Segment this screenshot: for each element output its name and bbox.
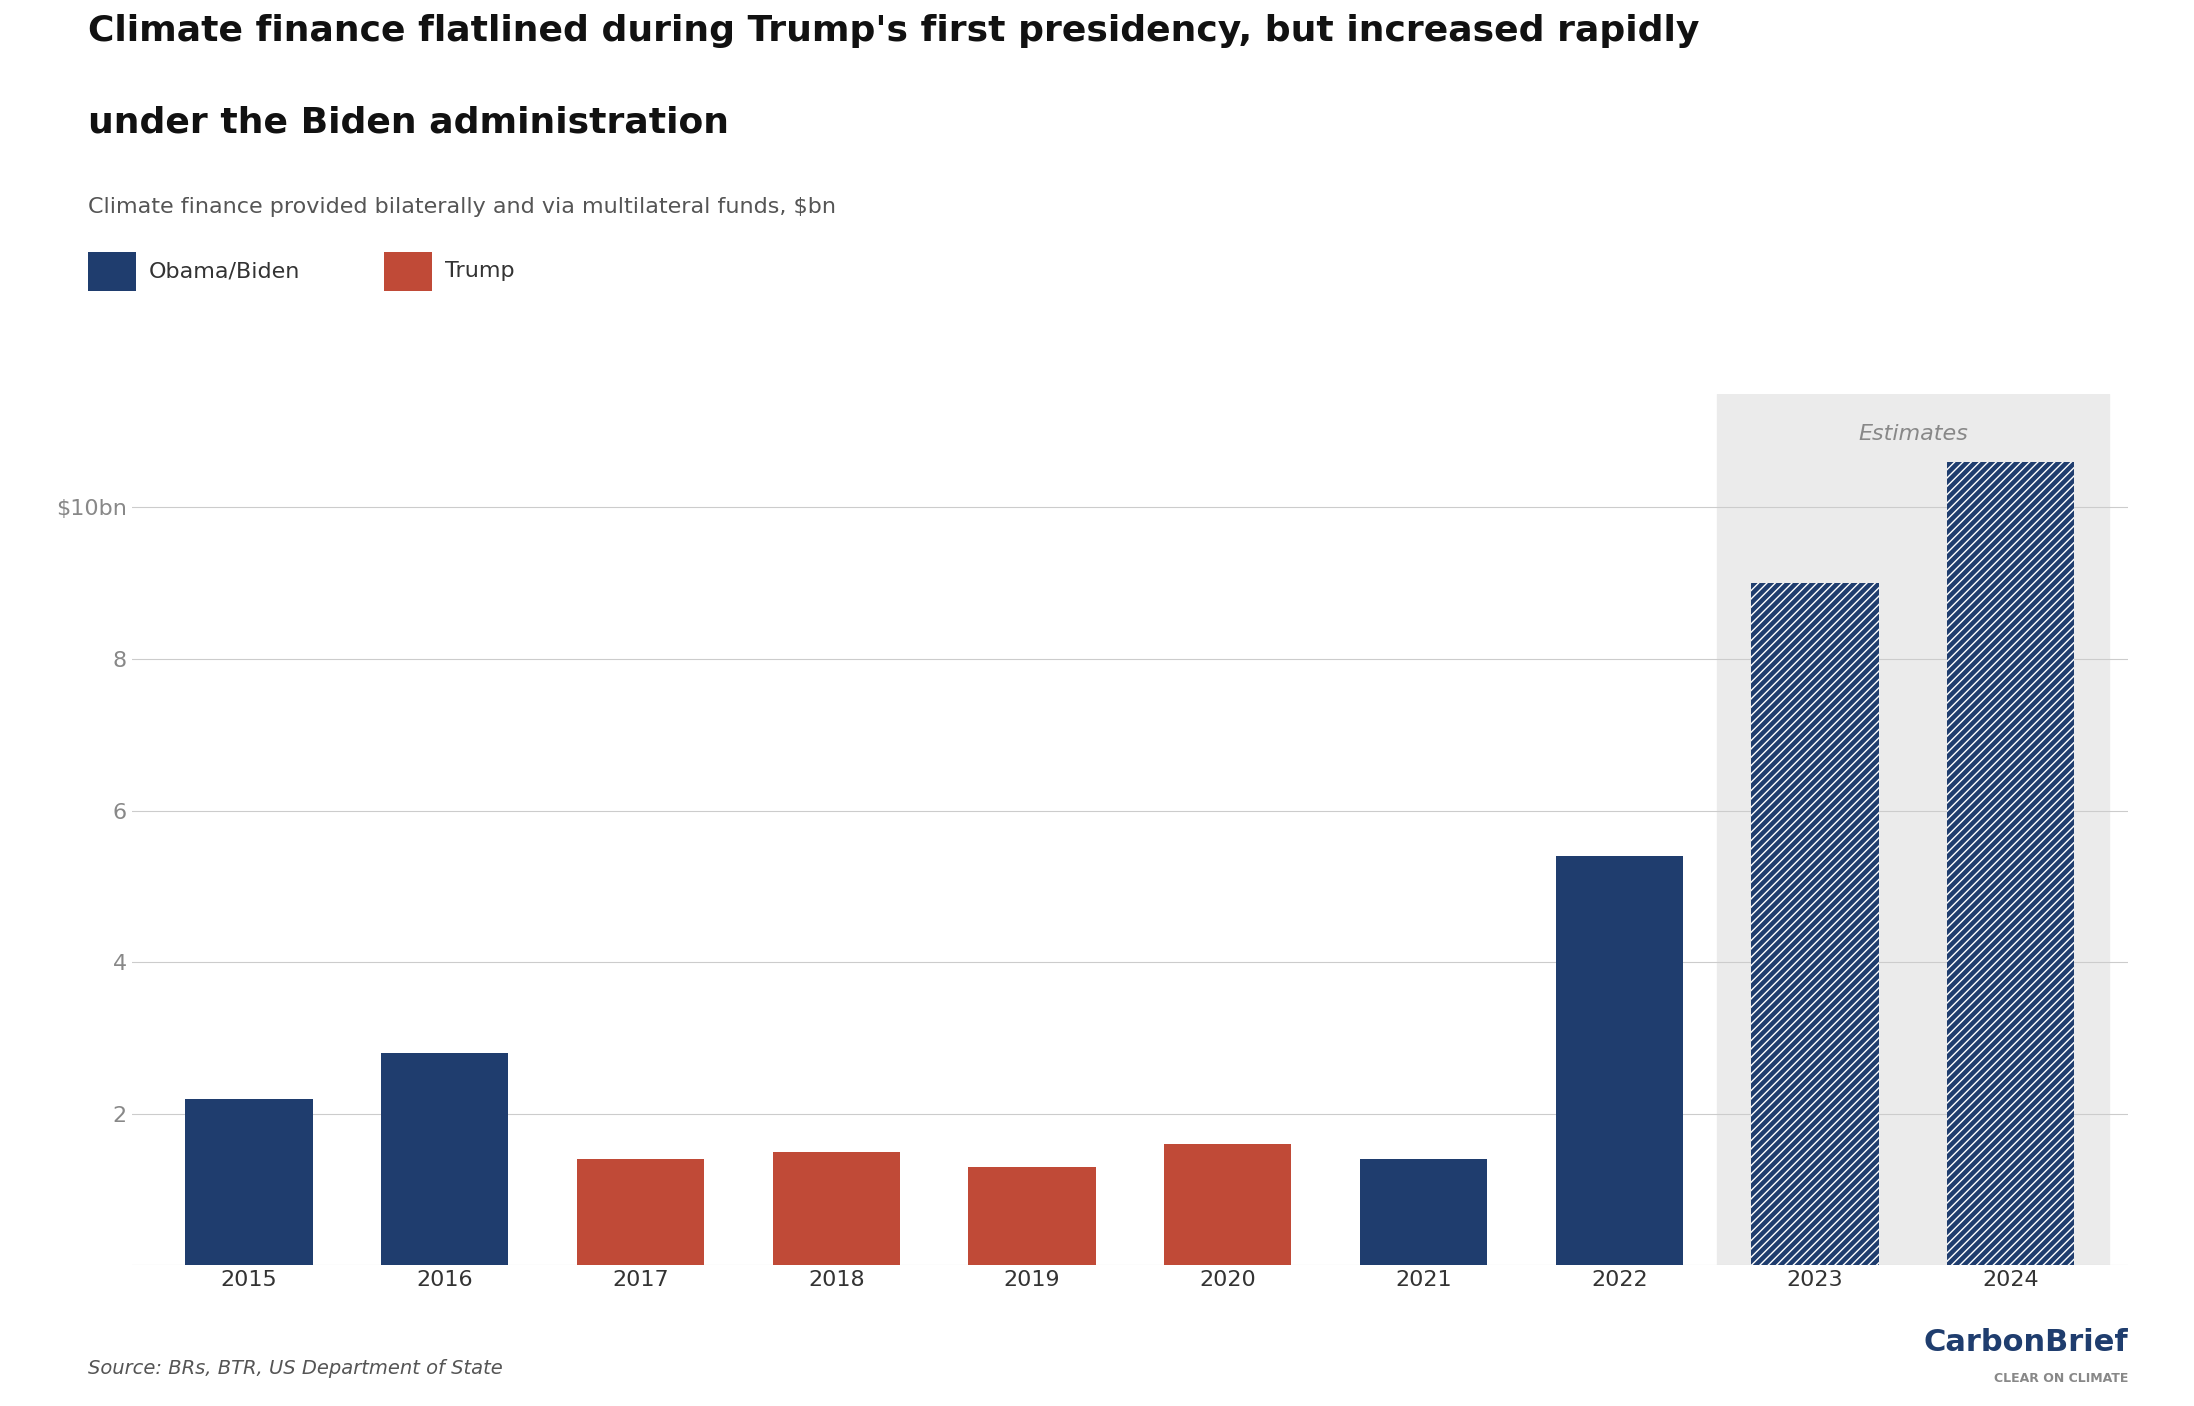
Text: Obama/Biden: Obama/Biden bbox=[149, 262, 301, 281]
Text: CarbonBrief: CarbonBrief bbox=[1924, 1327, 2128, 1357]
Text: Estimates: Estimates bbox=[1858, 425, 1968, 444]
Text: Source: BRs, BTR, US Department of State: Source: BRs, BTR, US Department of State bbox=[88, 1358, 502, 1378]
Bar bbox=[382, 1053, 509, 1265]
Text: CLEAR ON CLIMATE: CLEAR ON CLIMATE bbox=[1994, 1372, 2128, 1385]
Bar bbox=[1165, 1144, 1292, 1265]
Bar bbox=[1946, 463, 2073, 1265]
Bar bbox=[577, 1160, 704, 1265]
Text: under the Biden administration: under the Biden administration bbox=[88, 105, 728, 139]
Bar bbox=[186, 1098, 314, 1265]
Text: Trump: Trump bbox=[445, 262, 516, 281]
Bar bbox=[1360, 1160, 1488, 1265]
Text: Climate finance provided bilaterally and via multilateral funds, $bn: Climate finance provided bilaterally and… bbox=[88, 197, 836, 217]
Bar bbox=[968, 1167, 1095, 1265]
Bar bbox=[1718, 394, 2108, 1265]
Bar bbox=[1751, 583, 1878, 1265]
Bar bbox=[772, 1152, 900, 1265]
Text: Climate finance flatlined during Trump's first presidency, but increased rapidly: Climate finance flatlined during Trump's… bbox=[88, 14, 1698, 48]
Bar bbox=[1556, 856, 1683, 1265]
